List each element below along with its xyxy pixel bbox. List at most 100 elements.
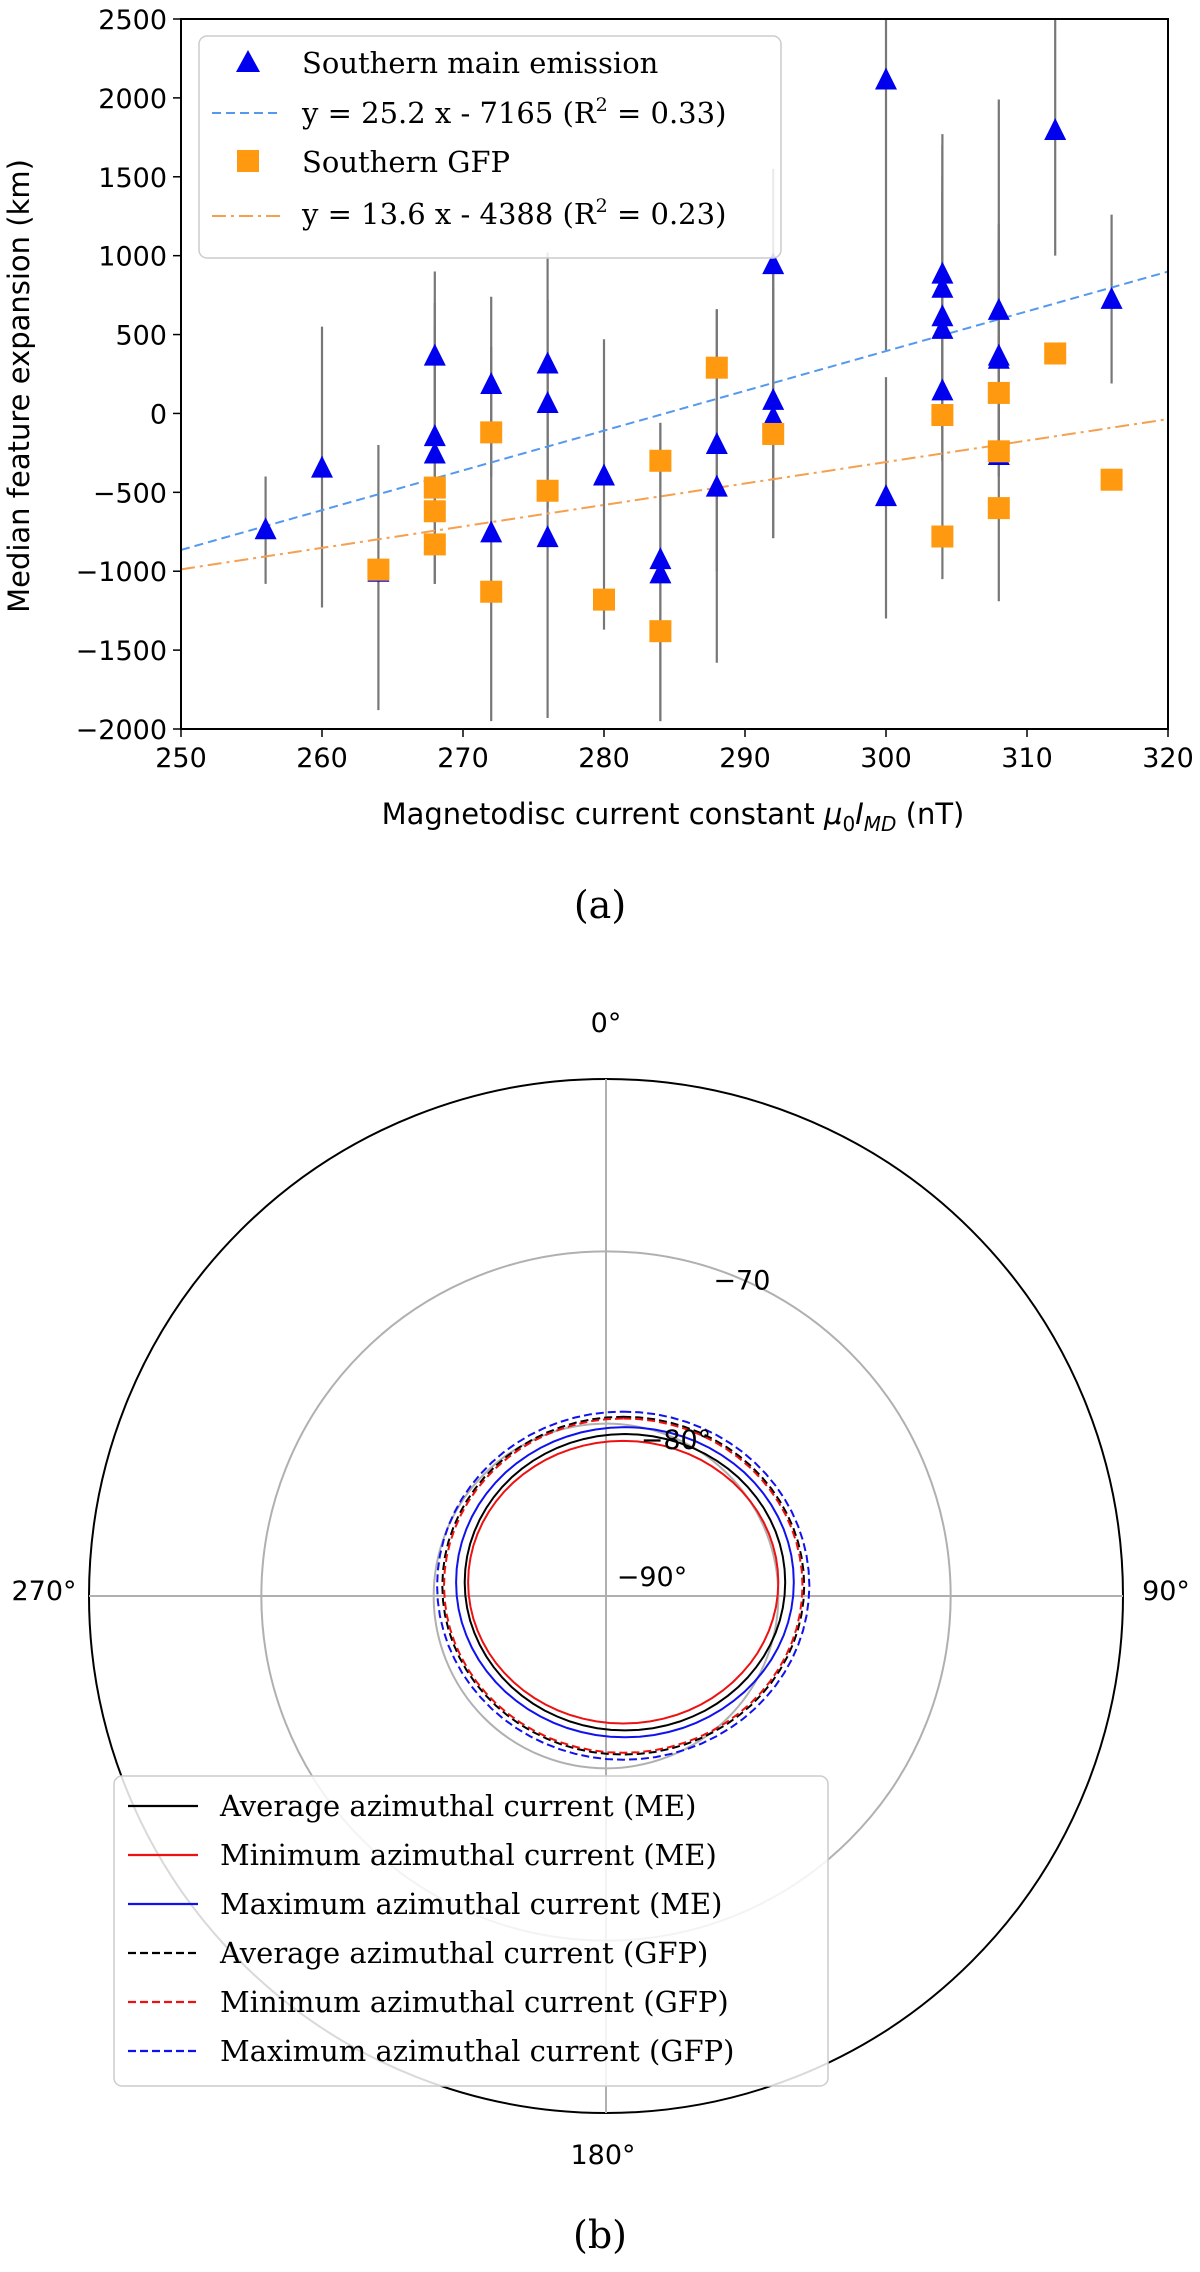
- y-tick-label: −2000: [76, 715, 167, 746]
- main-emission-point: [705, 432, 728, 454]
- y-tick-label: 2500: [98, 5, 167, 36]
- main-emission-point: [423, 441, 446, 464]
- gfp-point: [480, 580, 503, 603]
- angle-label-270: 270°: [11, 1576, 76, 1607]
- angle-label-90: 90°: [1142, 1576, 1190, 1607]
- main-emission-point: [987, 346, 1010, 369]
- gfp-point: [931, 525, 954, 548]
- main-emission-point: [480, 520, 503, 543]
- legend-label: Maximum azimuthal current (ME): [220, 1887, 723, 1921]
- gfp-point: [536, 479, 559, 502]
- x-tick-label: 300: [860, 743, 912, 774]
- gfp-point: [987, 381, 1010, 404]
- x-tick-label: 310: [1001, 743, 1053, 774]
- legend-label: y = 25.2 x - 7165 (R2 = 0.33): [301, 94, 726, 130]
- legend: Average azimuthal current (ME) Minimum az…: [113, 1775, 829, 2087]
- gfp-point: [987, 497, 1010, 520]
- main-emission-point: [649, 547, 672, 570]
- legend-label: y = 13.6 x - 4388 (R2 = 0.23): [301, 195, 726, 231]
- boundary-curve: [455, 1426, 795, 1739]
- y-tick-label: −1500: [76, 636, 167, 667]
- y-tick-label: 1000: [98, 242, 167, 273]
- boundary-curves: [436, 1410, 811, 1761]
- legend-box: [198, 35, 782, 259]
- legend-label: Southern main emission: [302, 46, 658, 80]
- main-emission-point: [875, 484, 897, 507]
- angle-label-0: 0°: [591, 1008, 622, 1039]
- radial-label: −80°: [641, 1425, 711, 1456]
- main-emission-point: [705, 474, 728, 497]
- gfp-point: [423, 500, 446, 523]
- boundary-curve: [467, 1439, 780, 1725]
- main-emission-point: [987, 297, 1010, 320]
- legend-label: Minimum azimuthal current (ME): [220, 1838, 717, 1872]
- main-emission-point: [1100, 286, 1123, 309]
- gfp-point: [1044, 342, 1067, 365]
- gfp-point: [649, 620, 672, 643]
- regression-lines: [180, 270, 1169, 571]
- boundary-curve: [441, 1415, 806, 1756]
- gfp-point: [931, 404, 954, 427]
- main-emission-point: [311, 455, 333, 478]
- main-emission-point: [1044, 118, 1067, 141]
- main-emission-point: [762, 405, 785, 428]
- angle-label-180: 180°: [570, 2140, 635, 2171]
- gfp-point: [423, 476, 446, 499]
- boundary-curve: [436, 1410, 811, 1761]
- main-emission-point: [480, 372, 503, 395]
- gfp-point: [762, 422, 785, 445]
- y-tick-label: 2000: [98, 84, 167, 115]
- boundary-curve: [463, 1433, 787, 1732]
- fit-line: [180, 418, 1169, 571]
- x-axis-ticks: 250 260 270 280 290 300 310 320: [155, 729, 1194, 774]
- x-tick-label: 270: [437, 743, 489, 774]
- legend-label: Southern GFP: [302, 145, 510, 179]
- main-emission-point: [254, 517, 277, 540]
- main-emission-point: [423, 343, 446, 366]
- x-tick-label: 280: [578, 743, 630, 774]
- x-axis-label: Magnetodisc current constant μ0IMD (nT): [382, 797, 965, 836]
- polar-panel: 0° 90° 180° 270° −70 −80° −90° Average azi…: [11, 1008, 1189, 2257]
- radial-label: −70: [713, 1266, 770, 1297]
- y-tick-label: −1000: [76, 557, 167, 588]
- gfp-point: [649, 449, 672, 472]
- fit-line: [180, 270, 1169, 551]
- x-tick-label: 250: [155, 743, 207, 774]
- radial-labels: −70 −80° −90°: [617, 1266, 771, 1593]
- main-emission-point: [931, 378, 954, 401]
- y-tick-label: 1500: [98, 163, 167, 194]
- main-emission-point: [536, 351, 559, 374]
- legend-label: Average azimuthal current (ME): [219, 1789, 696, 1823]
- legend-box: [113, 1775, 829, 2087]
- main-emission-point: [931, 261, 954, 284]
- legend-label: Minimum azimuthal current (GFP): [220, 1985, 729, 2019]
- boundary-curve: [442, 1417, 804, 1754]
- main-emission-point: [931, 304, 954, 327]
- y-tick-label: 0: [150, 399, 167, 430]
- main-emission-point: [762, 387, 785, 410]
- main-emission-point: [536, 525, 559, 548]
- legend-marker-square: [237, 150, 259, 172]
- main-emission-point: [649, 561, 672, 584]
- radial-label: −90°: [617, 1562, 687, 1593]
- main-emission-point: [931, 275, 954, 298]
- gfp-point: [423, 533, 446, 556]
- legend: Southern main emission y = 25.2 x - 7165…: [198, 35, 782, 259]
- gfp-point: [705, 356, 728, 379]
- panel-label-a: (a): [574, 883, 626, 927]
- main-emission-point: [536, 390, 559, 413]
- gfp-point: [987, 440, 1010, 463]
- main-emission-point: [762, 252, 785, 275]
- plot-frame: [180, 18, 1169, 730]
- legend-label: Average azimuthal current (GFP): [219, 1936, 708, 1970]
- gfp-point: [367, 558, 390, 581]
- y-tick-label: 500: [115, 321, 167, 352]
- legend-label: Maximum azimuthal current (GFP): [220, 2034, 734, 2068]
- scatter-panel: 250 260 270 280 290 300 310 320 −2000 −1500 −1000…: [2, 5, 1194, 927]
- main-emission-point: [423, 424, 446, 447]
- data-points: [254, 67, 1123, 643]
- x-tick-label: 260: [296, 743, 348, 774]
- legend-marker-triangle: [236, 50, 260, 72]
- gfp-point: [480, 421, 503, 444]
